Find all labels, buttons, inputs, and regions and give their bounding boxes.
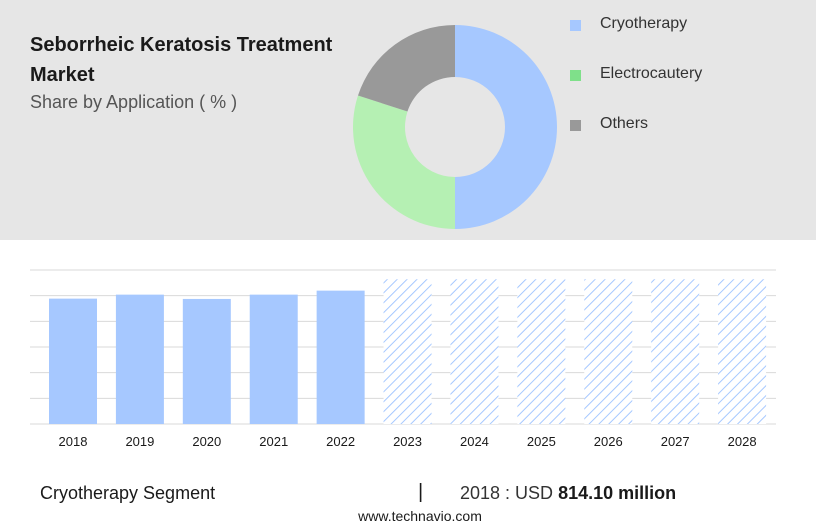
legend-item-others: Others [570,114,770,136]
donut-slice-electrocautery [353,95,455,229]
bar-2020 [182,298,231,424]
footer-value: 2018 : USD 814.10 million [460,483,676,504]
x-tick-label-2018: 2018 [59,434,88,449]
donut-slice-cryotherapy [455,25,557,229]
legend-swatch-cryotherapy [570,20,581,31]
bar-2024-forecast [450,279,499,424]
bar-2021 [249,294,298,424]
segment-label: Cryotherapy Segment [40,483,216,503]
bar-2022 [316,290,365,424]
x-tick-label-2023: 2023 [393,434,422,449]
donut-slice-others [357,25,455,112]
footer-year-label: 2018 : USD [460,483,554,503]
x-tick-label-2026: 2026 [594,434,623,449]
bar-2025-forecast [517,279,566,424]
legend-label-cryotherapy: Cryotherapy [600,15,688,32]
bar-2026-forecast [584,279,633,424]
bar-2023-forecast [383,279,432,424]
x-tick-label-2024: 2024 [460,434,489,449]
legend-swatch-others [570,120,581,131]
legend-swatch-electrocautery [570,70,581,81]
source-link[interactable]: www.technavio.com [358,508,482,524]
footer-value-amount: 814.10 million [558,483,677,503]
x-tick-label-2022: 2022 [326,434,355,449]
legend-label-others: Others [600,115,649,132]
bar-2018 [49,298,97,424]
x-tick-label-2025: 2025 [527,434,556,449]
legend-label-electrocautery: Electrocautery [600,65,703,82]
bar-chart: 2018 2019 2020 2021 2022 2023 2024 2025 2026 2027… [30,269,776,449]
x-tick-label-2027: 2027 [661,434,690,449]
x-tick-label-2020: 2020 [192,434,221,449]
bar-2019 [115,294,164,424]
legend-item-electrocautery: Electrocautery [570,64,770,86]
footer-separator: | [418,481,424,503]
chart-subtitle: Share by Application ( % ) [30,92,238,112]
legend-item-cryotherapy: Cryotherapy [570,14,770,36]
donut-chart [353,25,557,229]
chart-title: Seborrheic Keratosis Treatment Market [30,34,333,86]
x-tick-label-2021: 2021 [259,434,288,449]
x-tick-label-2028: 2028 [728,434,757,449]
x-tick-label-2019: 2019 [125,434,154,449]
bar-2027-forecast [651,279,700,424]
bar-2028-forecast [718,279,767,424]
